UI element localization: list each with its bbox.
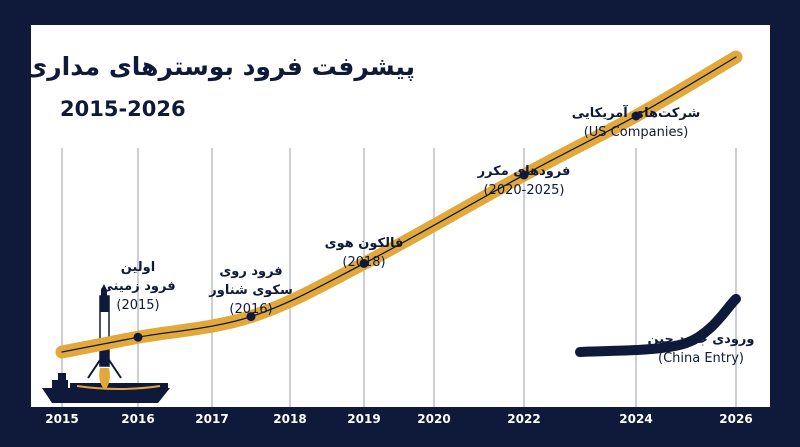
milestone-date: (2020-2025) <box>483 183 565 198</box>
page-title: پیشرفت فرود بوسترهای مداری <box>24 52 415 81</box>
milestone-date: (2016) <box>229 302 273 317</box>
milestone-date: (2018) <box>342 255 386 270</box>
china-curve-line <box>579 298 737 353</box>
x-tick-label: 2026 <box>719 412 753 426</box>
x-tick-label: 2015 <box>45 412 79 426</box>
page-subtitle: 2015-2026 <box>60 97 186 121</box>
ship-icon <box>42 373 170 403</box>
x-tick-label: 2019 <box>347 412 381 426</box>
milestone-date: (China Entry) <box>658 351 744 366</box>
x-tick-label: 2024 <box>619 412 653 426</box>
milestone-title: فرود زمینی <box>100 279 176 294</box>
milestone-title: شرکت‌های آمریکایی <box>571 106 701 121</box>
chart-panel <box>31 25 770 407</box>
milestone-label: شرکت‌های آمریکایی (US Companies) <box>572 104 700 142</box>
milestone-marker <box>519 170 529 180</box>
milestone-label: فرود روی سکوی شناور (2016) <box>209 262 292 319</box>
milestone-marker <box>246 312 256 322</box>
x-tick-label: 2022 <box>507 412 541 426</box>
milestone-marker <box>359 259 369 268</box>
milestone-title: ورودی جدید چین <box>647 332 755 347</box>
milestone-marker <box>631 111 641 121</box>
milestone-title: فالکون هوی <box>324 236 404 251</box>
milestone-label: ورودی جدید چین (China Entry) <box>648 330 755 368</box>
milestone-markers <box>133 111 641 342</box>
milestone-date: (US Companies) <box>583 125 689 140</box>
milestone-title: اولین <box>120 260 156 275</box>
milestone-title: فرودهای مکرر <box>477 164 571 179</box>
rocket-icon <box>87 284 122 390</box>
milestone-title: سکوی شناور <box>209 283 293 298</box>
milestone-label: اولین فرود زمینی (2015) <box>100 258 175 315</box>
x-tick-label: 2020 <box>417 412 451 426</box>
milestone-title: فرود روی <box>219 264 283 279</box>
x-tick-label: 2018 <box>273 412 307 426</box>
x-tick-label: 2016 <box>121 412 155 426</box>
milestone-date: (2015) <box>116 298 160 313</box>
milestone-marker <box>133 332 143 342</box>
milestone-label: فرودهای مکرر (2020-2025) <box>478 162 571 200</box>
x-tick-label: 2017 <box>195 412 229 426</box>
grid-lines <box>61 148 737 407</box>
milestone-label: فالکون هوی (2018) <box>325 234 404 272</box>
